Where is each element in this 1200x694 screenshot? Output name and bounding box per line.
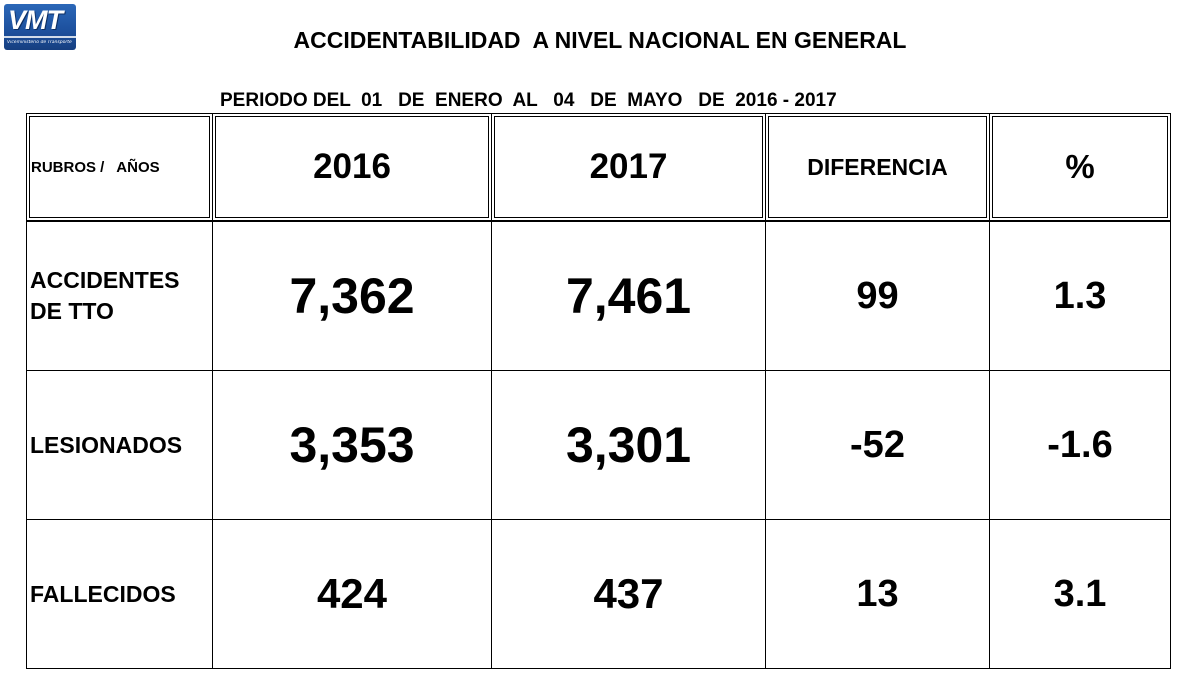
page-title: ACCIDENTABILIDAD A NIVEL NACIONAL EN GEN… bbox=[293, 27, 907, 53]
header-2016: 2016 bbox=[212, 113, 492, 222]
logo-subtext: Viceministerio de Transporte bbox=[7, 40, 72, 45]
cell-percent: 3.1 bbox=[989, 519, 1171, 669]
row-label-accidentes: ACCIDENTES DE TTO bbox=[26, 220, 213, 371]
cell-2017: 437 bbox=[491, 519, 766, 669]
header-2017: 2017 bbox=[491, 113, 766, 222]
accident-table: RUBROS / AÑOS 2016 2017 DIFERENCIA % ACC… bbox=[26, 113, 1171, 669]
row-label-fallecidos: FALLECIDOS bbox=[26, 519, 213, 669]
row-label-line: ACCIDENTES bbox=[30, 267, 180, 293]
cell-diferencia: 13 bbox=[765, 519, 990, 669]
header-rubros: RUBROS / AÑOS bbox=[26, 113, 213, 222]
cell-percent: 1.3 bbox=[989, 220, 1171, 371]
row-label-lesionados: LESIONADOS bbox=[26, 370, 213, 520]
logo-text: VMT bbox=[8, 5, 63, 35]
table-row: FALLECIDOS 424 437 13 3.1 bbox=[26, 519, 1171, 669]
cell-2017: 3,301 bbox=[491, 370, 766, 520]
cell-2016: 424 bbox=[212, 519, 492, 669]
logo-stripe bbox=[4, 36, 76, 38]
header-percent: % bbox=[989, 113, 1171, 222]
cell-diferencia: 99 bbox=[765, 220, 990, 371]
cell-diferencia: -52 bbox=[765, 370, 990, 520]
table-row: ACCIDENTES DE TTO 7,362 7,461 99 1.3 bbox=[26, 220, 1171, 371]
row-label-line: DE TTO bbox=[30, 298, 114, 324]
cell-2016: 3,353 bbox=[212, 370, 492, 520]
cell-percent: -1.6 bbox=[989, 370, 1171, 520]
table-row: LESIONADOS 3,353 3,301 -52 -1.6 bbox=[26, 370, 1171, 520]
cell-2016: 7,362 bbox=[212, 220, 492, 371]
vmt-logo: VMT Viceministerio de Transporte bbox=[4, 4, 76, 50]
header-row: RUBROS / AÑOS 2016 2017 DIFERENCIA % bbox=[26, 113, 1171, 222]
period-subtitle: PERIODO DEL 01 DE ENERO AL 04 DE MAYO DE… bbox=[220, 90, 837, 111]
header-diferencia: DIFERENCIA bbox=[765, 113, 990, 222]
cell-2017: 7,461 bbox=[491, 220, 766, 371]
